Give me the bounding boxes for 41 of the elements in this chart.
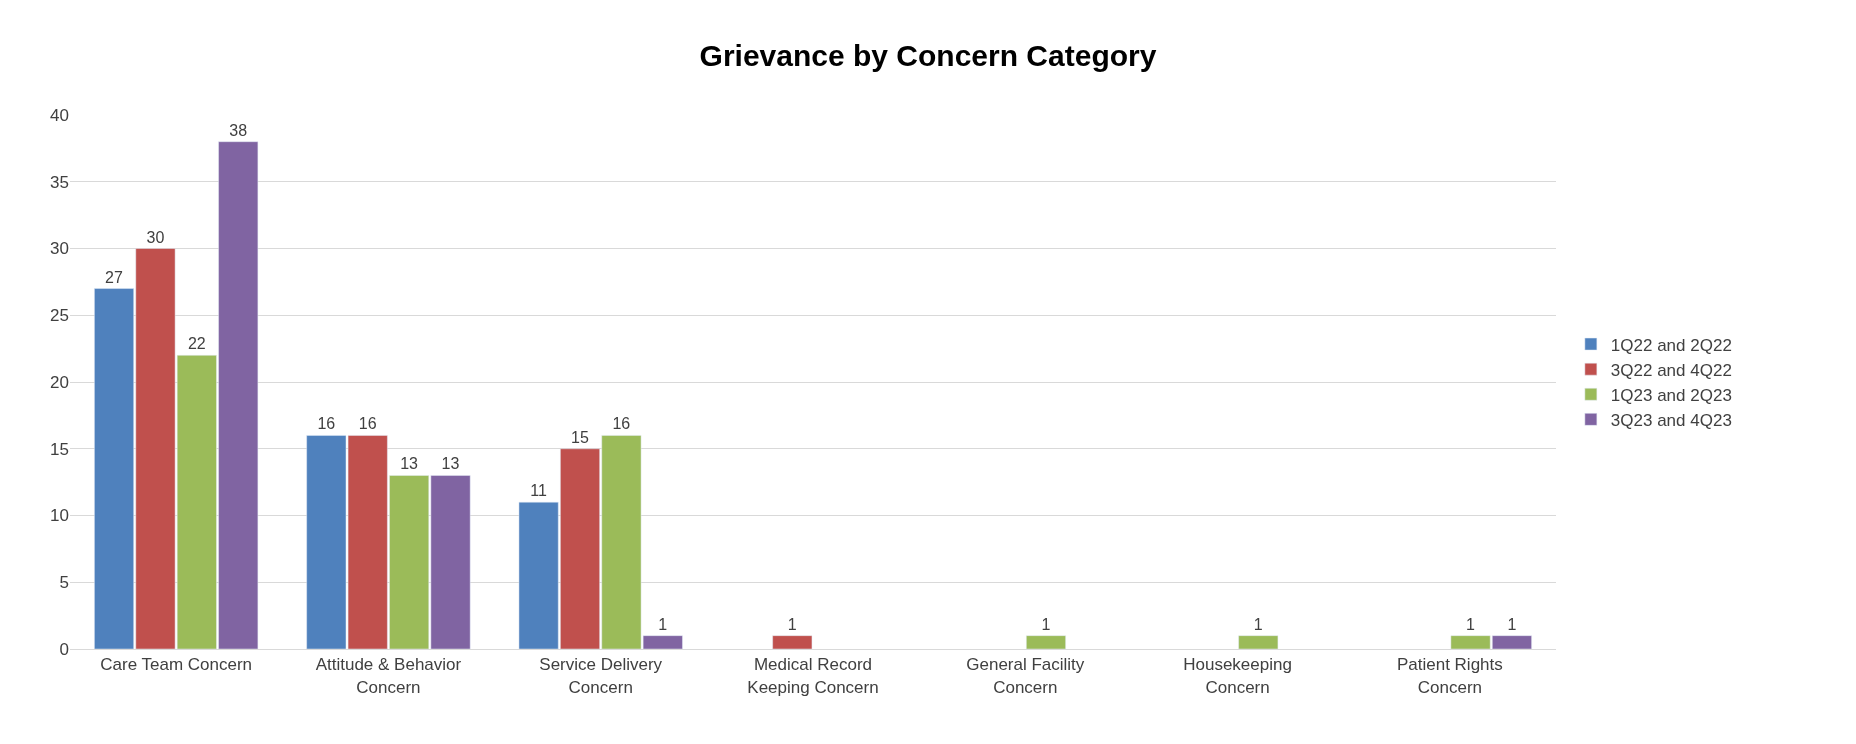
y-tick-label: 15 [50,439,69,459]
legend-label: 3Q22 and 4Q22 [1610,360,1732,380]
data-label: 1 [1466,615,1476,633]
chart-title: Grievance by Concern Category [699,38,1157,72]
data-label: 1 [1507,615,1517,633]
legend-label: 3Q23 and 4Q23 [1610,410,1732,430]
y-tick-label: 20 [50,372,69,392]
data-label: 13 [441,455,460,473]
data-label: 38 [229,121,248,139]
data-label: 22 [187,335,206,353]
y-tick-label: 30 [50,239,69,259]
x-tick-label: General Facility Concern [966,655,1085,697]
y-tick-label: 5 [59,573,69,593]
data-label: 1 [1041,615,1051,633]
x-tick-label: Medical Record Keeping Concern [747,655,879,697]
x-tick-label: Patient Rights Concern [1396,655,1503,697]
legend-label: 1Q22 and 2Q22 [1610,335,1732,355]
y-tick-label: 25 [50,306,69,326]
x-tick-label: Care Team Concern [100,655,253,675]
data-label: 1 [1253,615,1263,633]
data-label: 27 [105,268,123,286]
data-label: 1 [787,615,797,633]
data-label: 15 [571,428,589,446]
y-tick-label: 40 [50,105,69,125]
y-tick-label: 10 [50,506,69,526]
legend-label: 1Q23 and 2Q23 [1610,385,1732,405]
x-tick-label: Service Delivery Concern [539,655,663,697]
data-label: 13 [400,455,419,473]
bar [772,635,813,649]
data-label: 1 [658,615,668,633]
y-tick-label: 35 [50,172,69,192]
bar [1026,635,1066,649]
x-tick-label: Housekeeping Concern [1183,655,1292,697]
y-tick-label: 0 [59,639,69,659]
data-label: 16 [317,415,336,433]
bar [1238,635,1279,649]
data-label: 30 [146,228,165,246]
data-label: 16 [612,415,631,433]
x-tick-label: Attitude & Behavior Concern [315,655,462,697]
data-label: 11 [530,482,547,500]
data-label: 16 [358,415,377,433]
